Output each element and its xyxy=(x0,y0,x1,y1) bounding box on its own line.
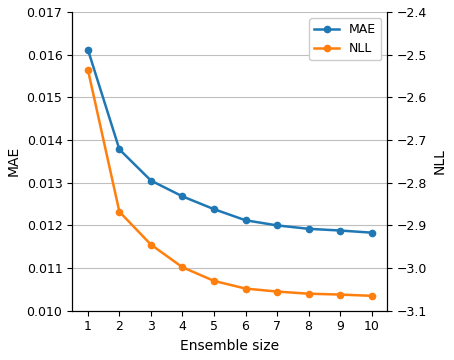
Legend: MAE, NLL: MAE, NLL xyxy=(309,18,381,60)
NLL xyxy=(337,292,343,297)
NLL xyxy=(180,265,185,269)
NLL xyxy=(85,67,91,72)
NLL xyxy=(117,210,122,214)
MAE xyxy=(274,223,280,228)
MAE xyxy=(85,48,91,52)
MAE xyxy=(306,227,311,231)
NLL xyxy=(211,279,217,283)
Y-axis label: MAE: MAE xyxy=(7,146,21,176)
MAE xyxy=(243,218,248,222)
NLL xyxy=(306,292,311,296)
MAE xyxy=(148,179,153,183)
Y-axis label: NLL: NLL xyxy=(433,148,447,174)
MAE xyxy=(117,147,122,152)
X-axis label: Ensemble size: Ensemble size xyxy=(180,339,279,353)
NLL xyxy=(148,242,153,247)
MAE xyxy=(180,194,185,198)
MAE xyxy=(211,207,217,211)
NLL xyxy=(274,289,280,294)
MAE xyxy=(369,230,375,235)
Line: NLL: NLL xyxy=(85,67,375,299)
NLL xyxy=(369,294,375,298)
MAE xyxy=(337,228,343,233)
Line: MAE: MAE xyxy=(85,46,375,236)
NLL xyxy=(243,287,248,291)
